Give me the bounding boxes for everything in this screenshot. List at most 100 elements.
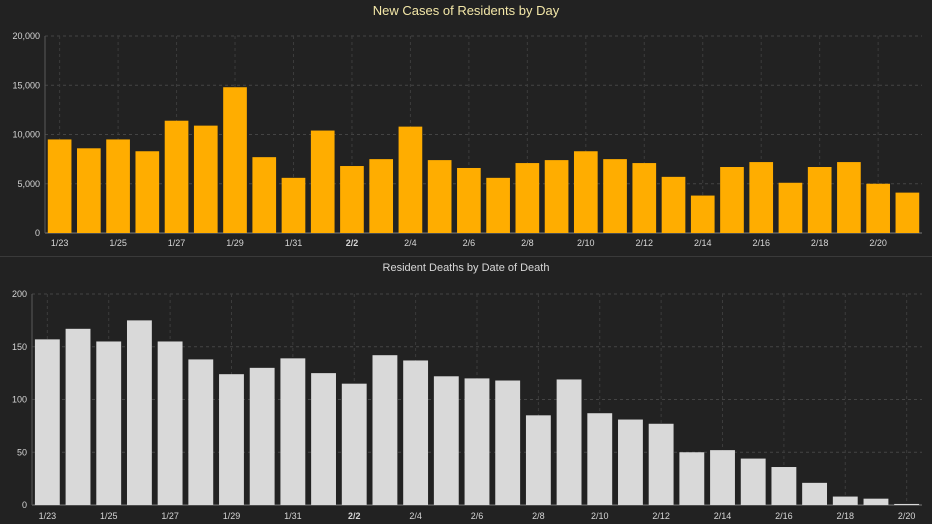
new-cases-bar [661, 176, 686, 233]
new-cases-chart-plot: 0 5,000 10,000 15,000 20,000 1/23 1/25 1/27 1/29… [12, 31, 922, 248]
new-cases-bar [895, 192, 920, 233]
resident-deaths-x-tick-label: 2/16 [775, 511, 793, 521]
new-cases-bar [77, 148, 101, 233]
resident-deaths-x-tick-label: 2/8 [532, 511, 545, 521]
new-cases-bar [106, 139, 130, 233]
new-cases-y-tick-label: 0 [35, 228, 40, 238]
resident-deaths-y-tick-label: 150 [12, 342, 27, 352]
resident-deaths-bar [740, 458, 766, 505]
resident-deaths-bar [280, 358, 306, 505]
new-cases-chart-title: New Cases of Residents by Day [372, 3, 560, 18]
resident-deaths-x-tick-label: 2/2 [348, 511, 361, 521]
resident-deaths-bar [648, 423, 674, 505]
resident-deaths-bar [433, 376, 459, 505]
new-cases-x-tick-label: 2/4 [404, 238, 417, 248]
resident-deaths-bar [341, 383, 367, 505]
new-cases-bar [486, 177, 510, 233]
new-cases-bar [310, 130, 335, 233]
resident-deaths-x-tick-label: 2/6 [471, 511, 484, 521]
new-cases-y-tick-label: 15,000 [12, 80, 40, 90]
resident-deaths-bar [126, 320, 152, 505]
resident-deaths-x-tick-label: 2/14 [714, 511, 732, 521]
resident-deaths-y-tick-label: 100 [12, 395, 27, 405]
resident-deaths-bar [525, 415, 551, 505]
new-cases-x-tick-label: 1/23 [51, 238, 69, 248]
new-cases-y-tick-label: 5,000 [17, 179, 40, 189]
new-cases-bar [223, 87, 247, 233]
new-cases-bar [369, 159, 394, 233]
resident-deaths-x-tick-label: 2/18 [837, 511, 855, 521]
resident-deaths-bar [372, 355, 398, 505]
new-cases-x-tick-label: 1/25 [109, 238, 127, 248]
resident-deaths-bar [832, 496, 858, 505]
new-cases-bar [837, 162, 861, 233]
resident-deaths-x-tick-label: 1/29 [223, 511, 241, 521]
new-cases-bar [135, 151, 160, 233]
new-cases-bar [690, 195, 715, 233]
resident-deaths-x-tick-label: 2/12 [652, 511, 670, 521]
resident-deaths-x-tick-label: 2/10 [591, 511, 609, 521]
new-cases-bar [515, 163, 540, 233]
resident-deaths-bar [403, 360, 429, 505]
resident-deaths-x-tick-label: 2/4 [409, 511, 422, 521]
new-cases-bar [193, 125, 218, 233]
resident-deaths-bar [311, 373, 336, 505]
new-cases-bar [164, 120, 189, 233]
resident-deaths-x-tick-label: 1/31 [284, 511, 302, 521]
resident-deaths-bar [65, 328, 91, 505]
new-cases-bar [340, 166, 364, 233]
new-cases-x-tick-label: 2/10 [577, 238, 595, 248]
resident-deaths-bar [464, 378, 490, 505]
new-cases-x-tick-label: 2/6 [463, 238, 476, 248]
new-cases-x-tick-label: 1/31 [285, 238, 303, 248]
new-cases-bar [603, 159, 627, 233]
resident-deaths-bar [587, 413, 613, 505]
resident-deaths-bar [710, 450, 735, 505]
resident-deaths-y-tick-label: 0 [22, 500, 27, 510]
new-cases-x-tick-label: 2/16 [752, 238, 770, 248]
resident-deaths-bar [495, 380, 521, 505]
resident-deaths-bar [249, 367, 275, 505]
resident-deaths-bar [618, 419, 643, 505]
resident-deaths-bar [771, 467, 797, 505]
new-cases-bar [632, 163, 657, 233]
new-cases-x-tick-label: 1/27 [168, 238, 186, 248]
new-cases-bar [573, 151, 598, 233]
resident-deaths-bar [34, 339, 60, 505]
resident-deaths-bar [556, 379, 582, 505]
new-cases-bar [398, 126, 423, 233]
new-cases-bar [457, 167, 481, 233]
resident-deaths-bar [894, 503, 920, 505]
resident-deaths-y-tick-label: 200 [12, 289, 27, 299]
new-cases-x-tick-label: 2/20 [869, 238, 887, 248]
resident-deaths-chart-panel: Resident Deaths by Date of Death 0 50 100 1… [0, 257, 932, 524]
resident-deaths-chart-plot: 0 50 100 150 200 1/23 1/25 1/27 1/29 1/31 2/2 2/4 2/… [12, 289, 922, 521]
new-cases-bar [778, 182, 803, 233]
resident-deaths-x-tick-label: 2/20 [898, 511, 916, 521]
new-cases-bar [866, 183, 890, 233]
new-cases-x-tick-label: 1/29 [226, 238, 244, 248]
new-cases-x-tick-label: 2/8 [521, 238, 534, 248]
new-cases-bar [47, 139, 72, 233]
resident-deaths-bar [96, 341, 122, 505]
new-cases-bar [544, 160, 569, 233]
resident-deaths-bar [679, 452, 705, 505]
resident-deaths-bar [157, 341, 183, 505]
resident-deaths-chart-title: Resident Deaths by Date of Death [382, 262, 550, 274]
new-cases-x-tick-label: 2/18 [811, 238, 829, 248]
resident-deaths-x-tick-label: 1/27 [161, 511, 179, 521]
new-cases-chart-panel: New Cases of Residents by Day 0 5,000 10,0… [0, 0, 932, 256]
new-cases-x-tick-label: 2/2 [346, 238, 359, 248]
new-cases-bar [749, 162, 774, 233]
resident-deaths-bar [802, 482, 828, 505]
resident-deaths-bar [219, 374, 244, 505]
new-cases-bar [281, 177, 306, 233]
resident-deaths-x-tick-label: 1/25 [100, 511, 118, 521]
resident-deaths-bar [188, 359, 214, 505]
new-cases-bar [807, 167, 832, 233]
panel-divider [0, 256, 932, 257]
resident-deaths-y-tick-label: 50 [17, 447, 27, 457]
resident-deaths-x-tick-label: 1/23 [39, 511, 57, 521]
new-cases-bar [252, 157, 277, 233]
new-cases-bar [720, 167, 744, 233]
